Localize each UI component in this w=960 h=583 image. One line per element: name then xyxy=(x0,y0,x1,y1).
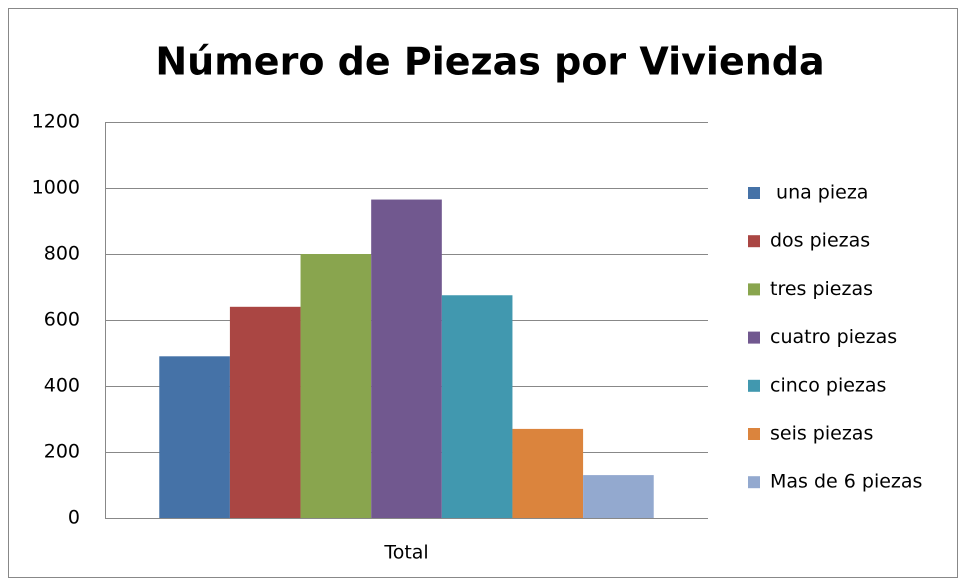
legend-label: una pieza xyxy=(770,182,868,204)
legend-swatch xyxy=(748,476,760,489)
y-tick-label: 600 xyxy=(44,309,80,331)
legend-swatch xyxy=(748,379,760,392)
legend-swatch xyxy=(748,235,760,248)
bar xyxy=(371,199,442,519)
legend-swatch xyxy=(748,331,760,344)
chart-title: Número de Piezas por Vivienda xyxy=(155,40,824,84)
bar xyxy=(512,428,584,518)
legend-swatch xyxy=(748,283,760,296)
legend-swatch xyxy=(748,187,760,199)
legend-label: cinco piezas xyxy=(770,374,886,396)
bar xyxy=(229,306,301,518)
bar xyxy=(159,356,230,518)
x-tick-label: Total xyxy=(383,542,428,564)
y-tick-label: 1200 xyxy=(32,111,80,133)
legend-label: cuatro piezas xyxy=(770,326,897,348)
legend-label: tres piezas xyxy=(770,278,873,300)
bar xyxy=(583,475,654,518)
y-tick-label: 200 xyxy=(44,441,80,463)
y-tick-label: 0 xyxy=(68,507,80,529)
legend-label: dos piezas xyxy=(770,230,870,252)
legend-swatch xyxy=(748,428,760,440)
y-tick-label: 800 xyxy=(44,243,80,265)
y-tick-label: 1000 xyxy=(32,177,80,199)
bar xyxy=(300,254,372,518)
legend-label: seis piezas xyxy=(770,423,873,445)
y-tick-label: 400 xyxy=(44,375,80,397)
bar xyxy=(441,295,513,518)
legend-label: Mas de 6 piezas xyxy=(770,471,922,493)
